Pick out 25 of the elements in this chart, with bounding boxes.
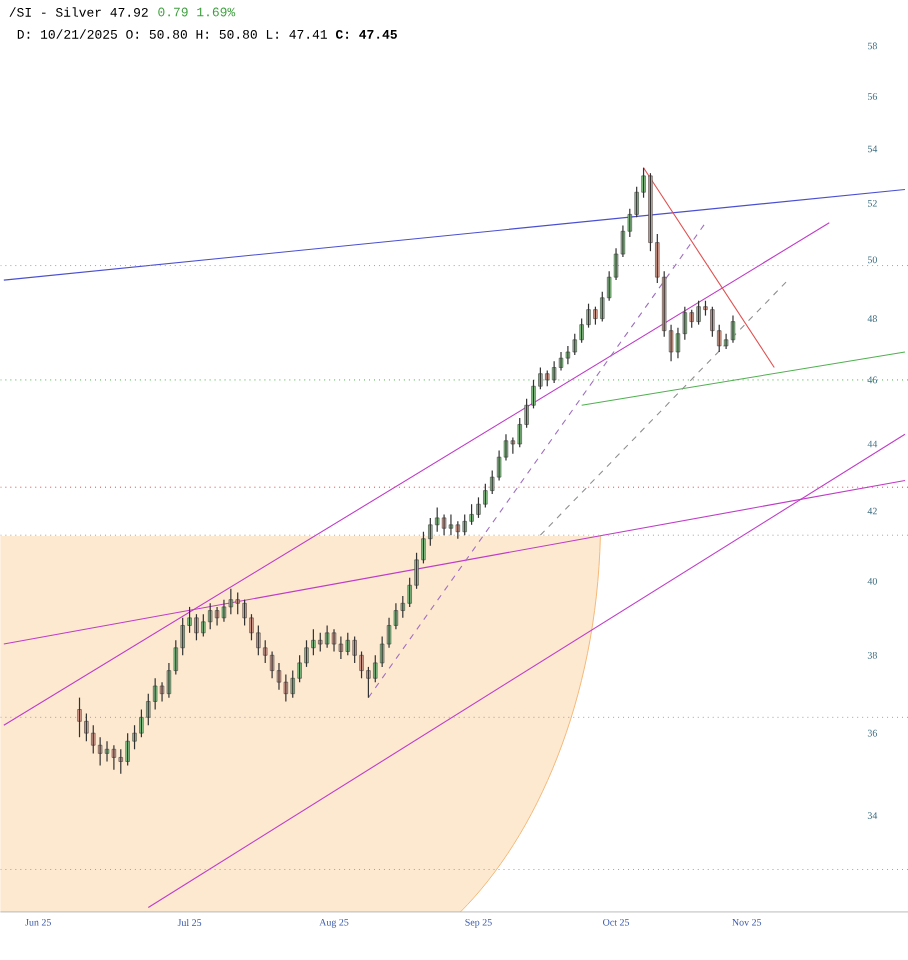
candlestick: [125, 732, 130, 767]
candlestick: [193, 613, 199, 641]
candlestick: [242, 599, 247, 627]
candlestick: [118, 748, 123, 775]
candlestick: [207, 602, 212, 630]
candlestick: [200, 613, 206, 638]
candlestick: [76, 697, 82, 738]
candlestick: [462, 513, 467, 536]
candlestick: [235, 591, 240, 615]
candlestick: [475, 496, 481, 519]
candlestick: [228, 588, 233, 615]
candlestick: [352, 636, 357, 664]
candlestick: [345, 632, 350, 656]
candlestick: [469, 503, 474, 526]
candlestick: [152, 677, 157, 711]
candlestick: [290, 670, 295, 699]
candlestick: [310, 628, 316, 656]
candlestick: [83, 712, 89, 742]
candlestick: [482, 483, 488, 509]
candlestick: [434, 507, 439, 533]
candlestick: [145, 693, 151, 726]
candlestick: [138, 708, 144, 738]
candlestick: [317, 632, 323, 653]
candlestick: [255, 624, 261, 656]
candlestick: [696, 300, 701, 326]
